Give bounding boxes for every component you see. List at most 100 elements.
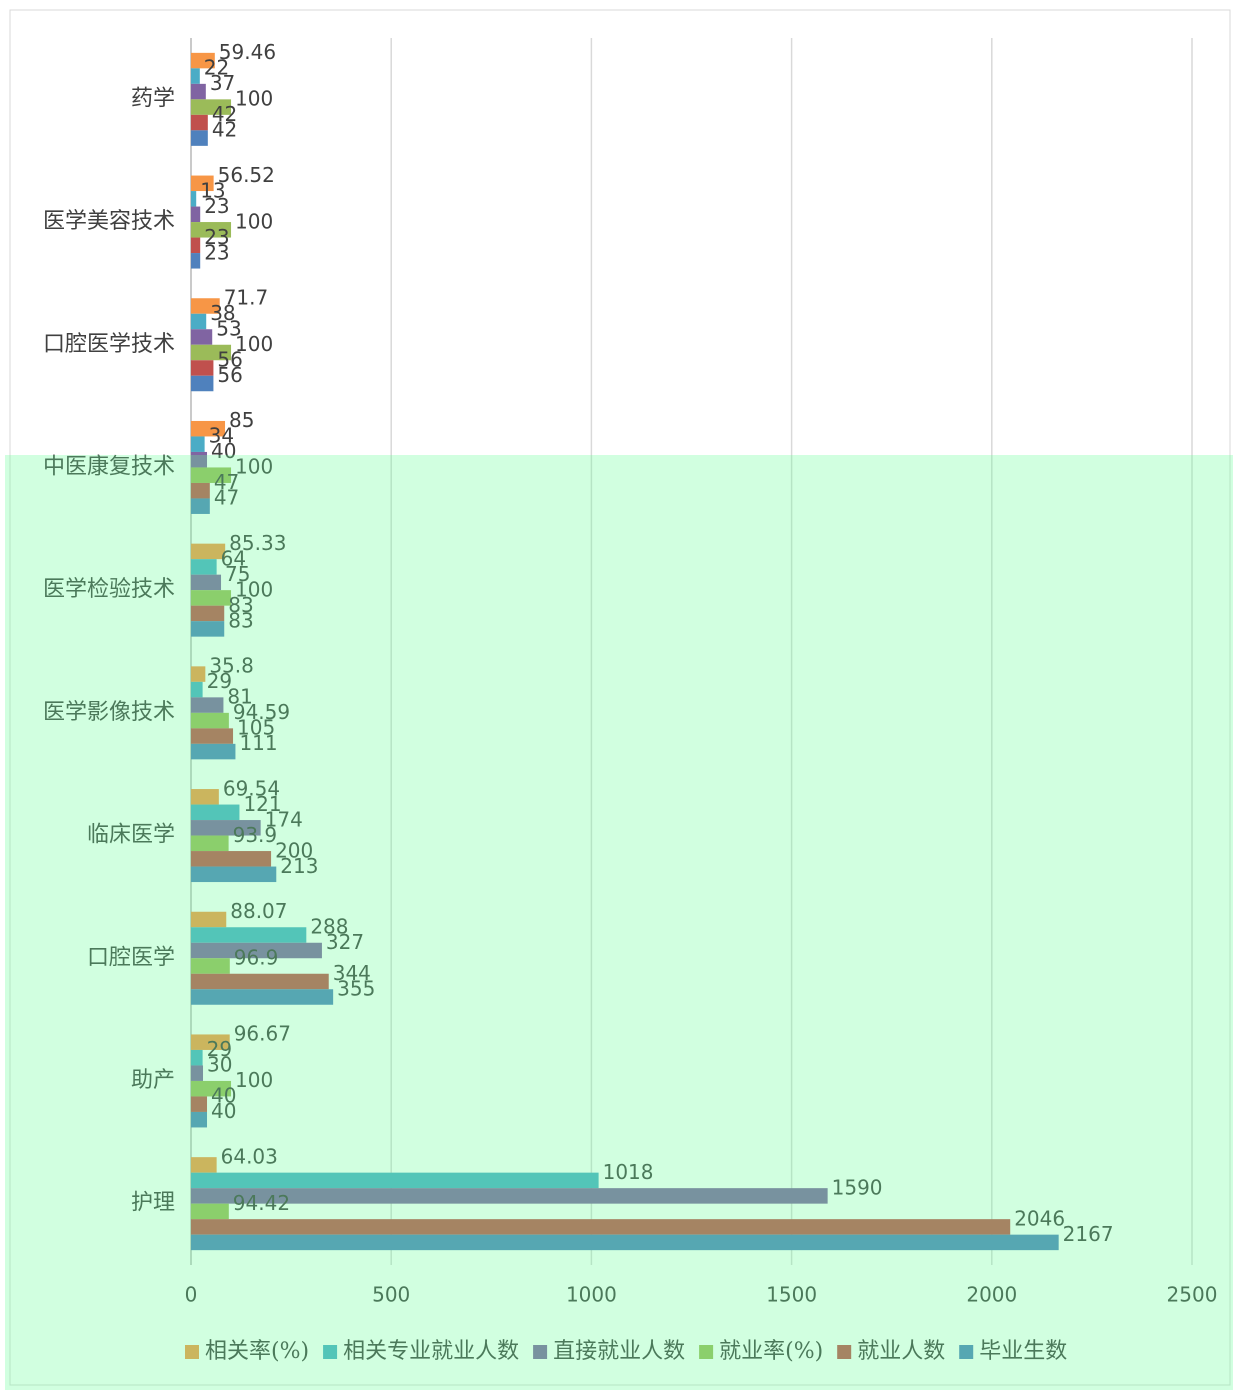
value-label: 35.8 (209, 654, 254, 678)
bar (191, 574, 222, 591)
bar (191, 52, 215, 69)
value-label: 94.42 (233, 1191, 290, 1215)
bar (191, 498, 210, 514)
value-label: 69.54 (223, 776, 280, 800)
value-label: 1018 (603, 1160, 654, 1184)
value-label: 94.59 (233, 700, 290, 724)
bar (191, 1080, 232, 1097)
legend-swatch (699, 1345, 714, 1359)
y-tick-label: 医学影像技术 (43, 700, 175, 725)
bar (191, 1234, 1059, 1251)
bar (191, 344, 232, 361)
bar (191, 911, 227, 928)
value-label: 83 (228, 593, 253, 617)
value-label: 121 (243, 792, 281, 816)
plot: 0 500 1000 1500 2000 2500药学59.4622371004242医学… (43, 38, 1217, 1364)
bar (191, 1172, 599, 1189)
value-label: 42 (212, 118, 237, 142)
bar (191, 99, 232, 115)
bar (191, 83, 206, 100)
value-label: 100 (235, 1068, 273, 1092)
value-label: 64.03 (221, 1144, 278, 1168)
value-label: 100 (235, 577, 273, 601)
bar (191, 1111, 208, 1128)
value-label: 64 (221, 546, 246, 570)
bar (191, 866, 277, 883)
bar (191, 313, 207, 330)
value-label: 355 (337, 977, 375, 1001)
value-label: 47 (214, 486, 239, 510)
value-label: 85 (229, 408, 254, 432)
value-label: 23 (204, 194, 229, 218)
x-tick-label: 2500 (1167, 1283, 1218, 1307)
bar (191, 237, 201, 254)
bar (191, 1157, 217, 1173)
bar (191, 1188, 828, 1204)
value-label: 40 (211, 439, 236, 463)
value-label: 56 (217, 348, 242, 372)
value-label: 288 (310, 915, 348, 939)
value-label: 93.9 (233, 823, 278, 847)
value-label: 2167 (1063, 1222, 1114, 1246)
bar (191, 1096, 208, 1112)
legend-label: 就业率(%) (719, 1339, 823, 1364)
value-label: 2046 (1014, 1206, 1065, 1230)
legend-label: 直接就业人数 (553, 1339, 685, 1364)
value-label: 85.33 (229, 531, 286, 555)
bar (191, 743, 236, 760)
value-label: 105 (237, 716, 275, 740)
bar (191, 1219, 1011, 1235)
value-label: 81 (227, 685, 252, 709)
x-tick-label: 1500 (766, 1283, 817, 1307)
value-label: 100 (235, 455, 273, 479)
legend-swatch (323, 1345, 338, 1359)
y-tick-label: 护理 (131, 1191, 175, 1216)
value-label: 174 (265, 807, 303, 831)
value-label: 29 (207, 1037, 232, 1061)
value-label: 23 (204, 240, 229, 264)
y-tick-label: 药学 (131, 86, 175, 111)
bar (191, 590, 232, 606)
x-tick-label: 2000 (966, 1283, 1017, 1307)
legend-label: 相关率(%) (205, 1339, 309, 1364)
bar (191, 1203, 229, 1220)
bar (191, 436, 205, 452)
value-label: 1590 (832, 1175, 883, 1199)
value-label: 100 (235, 87, 273, 111)
y-tick-label: 医学检验技术 (43, 577, 175, 602)
value-label: 96.9 (234, 946, 279, 970)
legend-label: 毕业生数 (979, 1339, 1067, 1364)
legend-swatch (185, 1345, 199, 1359)
bar (191, 927, 307, 943)
bar (191, 175, 214, 192)
bar (191, 666, 206, 682)
bar (191, 1065, 204, 1081)
bar (191, 222, 232, 238)
value-label: 200 (275, 838, 313, 862)
bar (191, 543, 226, 560)
bar (191, 298, 220, 314)
bar (191, 789, 219, 805)
y-tick-label: 口腔医学技术 (43, 332, 175, 357)
value-label: 75 (225, 562, 250, 586)
value-label: 13 (200, 178, 225, 202)
y-tick-label: 医学美容技术 (43, 209, 175, 234)
bar (191, 114, 208, 131)
bar (191, 559, 217, 575)
bar (191, 1049, 203, 1066)
bar (191, 467, 232, 483)
value-label: 83 (228, 608, 253, 632)
overlay (5, 455, 1233, 1390)
bar (191, 697, 224, 713)
bar (191, 728, 234, 744)
bar (191, 605, 225, 622)
value-label: 100 (235, 209, 273, 233)
bar (191, 681, 203, 698)
legend-swatch (837, 1345, 852, 1359)
value-label: 56 (217, 363, 242, 387)
value-label: 40 (211, 1084, 236, 1108)
value-label: 59.46 (219, 40, 276, 64)
legend-label: 相关专业就业人数 (343, 1339, 519, 1364)
value-label: 100 (235, 332, 273, 356)
bar (191, 375, 214, 392)
